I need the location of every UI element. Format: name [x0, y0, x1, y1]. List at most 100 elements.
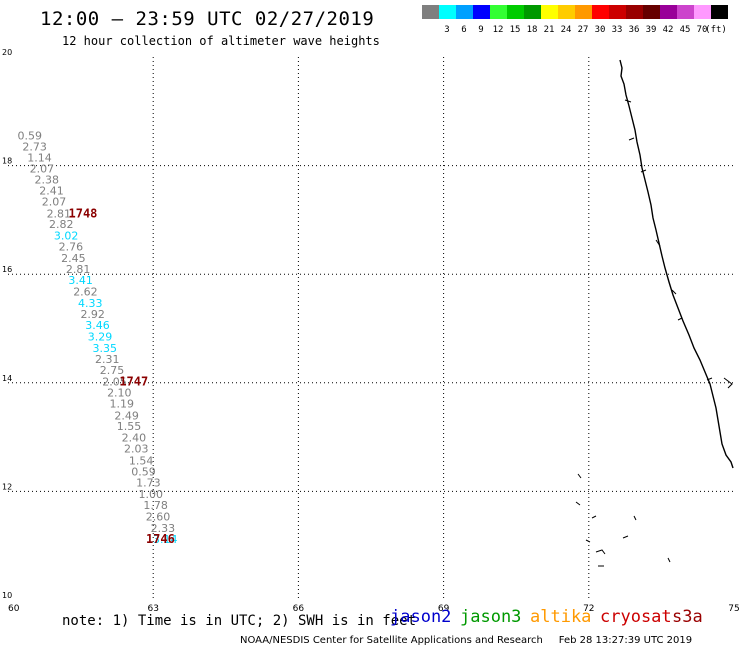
credit-text: NOAA/NESDIS Center for Satellite Applica…: [240, 635, 543, 646]
scale-label: 18: [526, 25, 538, 35]
scale-swatch: [694, 5, 711, 19]
wave-height-label: 1.73: [136, 477, 161, 490]
wave-height-label: 2.49: [114, 409, 139, 422]
wave-height-label: 4.33: [78, 297, 103, 310]
scale-label: 12: [492, 25, 504, 35]
wave-height-label: 3.46: [85, 319, 110, 332]
island: [575, 473, 671, 567]
y-tick-label: 18: [2, 157, 12, 166]
coast-inlet: [624, 99, 733, 389]
scale-label: 45: [679, 25, 691, 35]
x-tick-label: 63: [147, 604, 158, 614]
wave-height-label: 2.38: [34, 174, 59, 187]
scale-swatch: [439, 5, 456, 19]
x-tick-label: 75: [728, 604, 739, 614]
scale-label: 6: [461, 25, 467, 35]
wave-height-label: 2.92: [80, 308, 105, 321]
time-label: 1746: [146, 532, 175, 546]
wave-height-label: 2.76: [59, 241, 84, 254]
wave-height-label: 2.81: [66, 263, 91, 276]
coastline: [575, 59, 734, 567]
scale-swatch: [524, 5, 541, 19]
wave-height-label: 1.19: [109, 397, 134, 410]
wave-height-label: 2.03: [124, 443, 149, 456]
wave-height-label: 2.81: [47, 207, 72, 220]
scale-label: 39: [645, 25, 657, 35]
wave-height-label: 2.05: [102, 376, 127, 389]
page-title: 12:00 – 23:59 UTC 02/27/2019: [40, 8, 375, 30]
footer-credit: NOAA/NESDIS Center for Satellite Applica…: [240, 635, 692, 646]
time-label: 1748: [69, 206, 98, 220]
y-tick-label: 12: [2, 482, 12, 491]
wave-height-label: 1.54: [129, 454, 154, 467]
satellite-s3a: s3a: [672, 607, 703, 627]
scale-label: 21: [543, 25, 555, 35]
wave-height-label: 0.59: [131, 465, 156, 478]
scale-label: 70: [696, 25, 708, 35]
scale-swatch: [592, 5, 609, 19]
wave-height-label: 3.02: [54, 230, 79, 243]
scale-label: 30: [594, 25, 606, 35]
wave-height-label: 3.35: [93, 342, 118, 355]
wave-height-label: 2.07: [30, 162, 55, 175]
scale-swatch: [456, 5, 473, 19]
wave-height-label: 2.45: [61, 252, 86, 265]
wave-height-label: 2.10: [107, 387, 132, 400]
wave-height-label: 2.33: [151, 522, 176, 535]
scale-label: 24: [560, 25, 572, 35]
scale-label: 3: [444, 25, 450, 35]
y-tick-label: 14: [2, 374, 12, 383]
scale-label: 42: [662, 25, 674, 35]
wave-height-label: 2.41: [39, 185, 64, 198]
satellite-cryosat: cryosat: [600, 607, 672, 627]
scale-swatch: [575, 5, 592, 19]
y-tick-label: 16: [2, 265, 12, 274]
wave-height-label: 2.60: [146, 510, 171, 523]
satellite-altika: altika: [530, 607, 592, 627]
wave-height-label: 0.59: [18, 130, 43, 143]
scale-swatch: [558, 5, 575, 19]
x-tick-label: 66: [293, 604, 305, 614]
scale-swatch: [422, 5, 439, 19]
scale-swatch: [609, 5, 626, 19]
wave-height-label: 1.55: [117, 420, 142, 433]
y-tick-label: 20: [2, 48, 12, 57]
scale-label: 15: [509, 25, 521, 35]
scale-label: 36: [628, 25, 640, 35]
wave-height-label: 1.78: [143, 499, 168, 512]
page-subtitle: 12 hour collection of altimeter wave hei…: [62, 34, 380, 48]
scale-swatch: [626, 5, 643, 19]
wave-height-label: 2.82: [49, 218, 74, 231]
wave-height-label: 2.75: [100, 364, 125, 377]
wave-height-label: 2.07: [42, 195, 67, 208]
scale-swatch: [541, 5, 558, 19]
wave-height-label: 3.14: [153, 533, 178, 546]
footer-note: note: 1) Time is in UTC; 2) SWH is in fe…: [62, 613, 417, 629]
scale-swatch: [677, 5, 694, 19]
scale-label: 9: [478, 25, 484, 35]
y-tick-label: 10: [2, 591, 12, 600]
scale-swatch: [473, 5, 490, 19]
wave-height-label: 3.41: [68, 274, 93, 287]
scale-swatch: [507, 5, 524, 19]
x-tick-label: 69: [438, 604, 450, 614]
x-tick-label: 72: [583, 604, 594, 614]
wave-height-label: 1.14: [27, 151, 52, 164]
scale-unit: (ft): [705, 25, 727, 35]
time-label: 1747: [119, 375, 148, 389]
scale-label: 33: [611, 25, 623, 35]
wave-height-label: 2.73: [22, 141, 47, 154]
coastline-path: [619, 59, 734, 469]
scale-swatch: [660, 5, 677, 19]
credit-timestamp: Feb 28 13:27:39 UTC 2019: [558, 635, 693, 646]
x-tick-label: 60: [8, 604, 20, 614]
wave-height-label: 3.29: [88, 331, 113, 344]
wave-height-label: 2.62: [73, 286, 98, 299]
wave-height-label: 1.00: [139, 488, 164, 501]
scale-swatch: [711, 5, 728, 19]
scale-swatch: [490, 5, 507, 19]
scale-label: 27: [577, 25, 589, 35]
wave-height-label: 2.31: [95, 353, 120, 366]
satellite-jason3: jason3: [460, 607, 522, 627]
